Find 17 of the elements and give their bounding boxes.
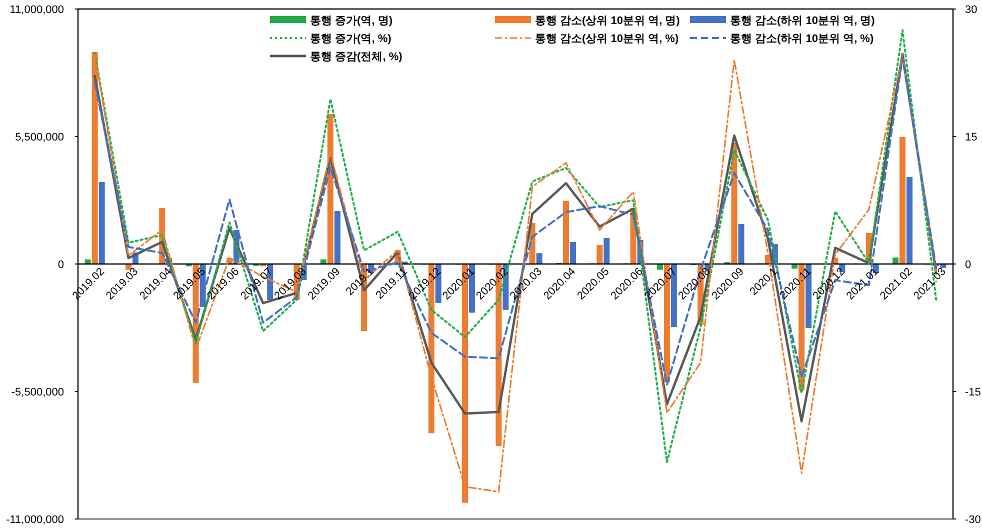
y2-tick-label: 15 xyxy=(965,132,978,144)
legend-label: 통행 증가(역, 명) xyxy=(310,15,393,27)
y-tick-label: 5,500,000 xyxy=(15,132,64,144)
legend-label: 통행 증가(역, %) xyxy=(310,33,392,45)
y-tick-label: 11,000,000 xyxy=(10,4,64,16)
y-tick-label: -5,500,000 xyxy=(11,386,64,398)
y2-tick-label: 30 xyxy=(965,4,978,16)
y-tick-label: -11,000,000 xyxy=(6,514,64,526)
legend-label: 통행 감소(하위 10분위 역, %) xyxy=(730,33,874,45)
y2-tick-label: 0 xyxy=(965,259,972,271)
legend-label: 통행 감소(하위 10분위 역, 명) xyxy=(730,15,876,27)
y-tick-label: 0 xyxy=(58,259,64,271)
legend-label: 통행 감소(상위 10분위 역, 명) xyxy=(535,15,680,27)
y2-tick-label: -15 xyxy=(965,386,981,398)
legend-label: 통행 감소(상위 10분위 역, %) xyxy=(535,33,679,45)
y2-tick-label: -30 xyxy=(965,514,981,526)
legend-label: 통행 증감(전체, %) xyxy=(310,51,403,63)
